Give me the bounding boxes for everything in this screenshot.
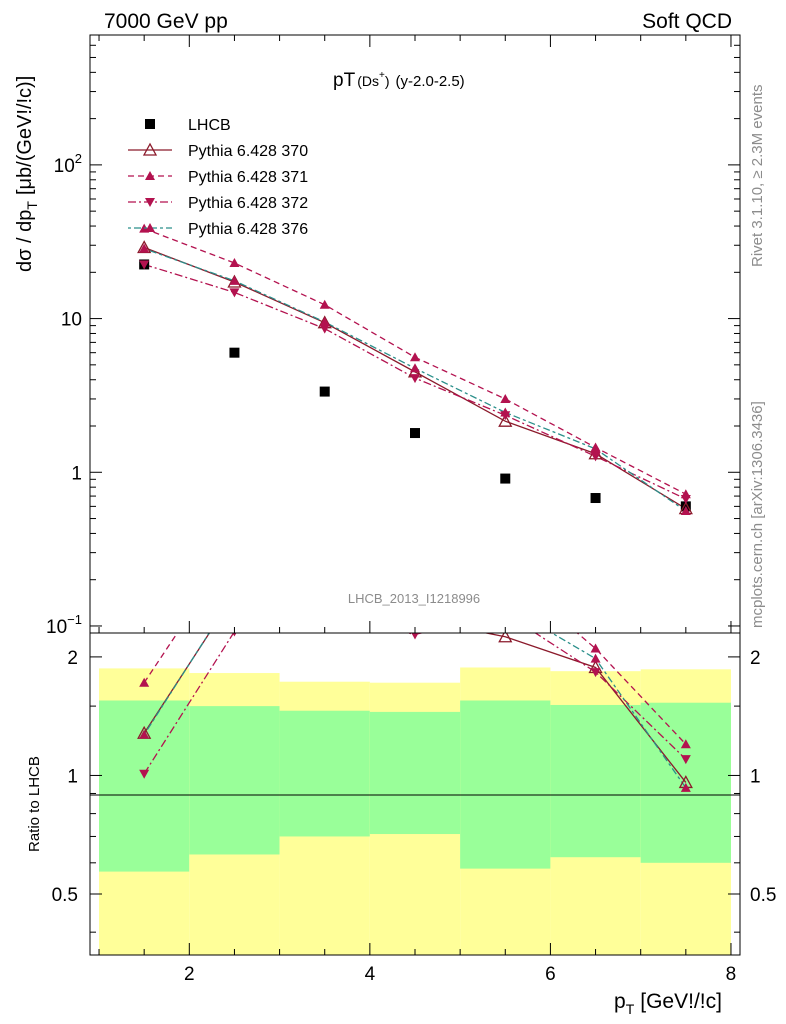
legend-label: Pythia 6.428 376	[188, 221, 308, 238]
legend-marker	[145, 119, 155, 129]
legend-item: Pythia 6.428 372	[128, 195, 308, 212]
ratio-y-tick-label: 0.5	[52, 885, 78, 906]
ratio-point-3-0	[139, 729, 150, 739]
legend-item: Pythia 6.428 371	[128, 169, 308, 186]
uncertainty-band-inner	[279, 710, 370, 837]
data-point-3-1	[229, 288, 240, 298]
ratio-point-1-5	[590, 643, 601, 653]
data-point-2-4	[500, 393, 511, 403]
ratio-point-1-3	[410, 577, 420, 586]
ratio-y-tick-label-right: 0.5	[750, 885, 776, 906]
data-point-1-4	[498, 413, 513, 427]
ratio-plot: 2 4 6 8 0.5 0.5 1 1 2 2 Ratio to LHCB pT [GeV!/!c]	[26, 542, 776, 1017]
x-axis-label: pT [GeV!/!c]	[614, 990, 722, 1017]
legend-item: Pythia 6.428 370	[128, 142, 308, 160]
legend-label: Pythia 6.428 370	[188, 143, 308, 160]
ratio-line-0	[143, 633, 687, 783]
legend-item: LHCB	[145, 117, 231, 134]
data-point-0-1	[229, 347, 240, 358]
data-point-4-0	[139, 243, 150, 253]
ratio-point-2-0	[139, 769, 150, 779]
legend-label: Pythia 6.428 371	[188, 169, 308, 186]
ratio-y-tick-label-right: 2	[750, 648, 761, 669]
ratio-point-2-3	[411, 633, 419, 640]
ratio-y-axis-label: Ratio to LHCB	[26, 756, 43, 852]
legend-marker	[145, 171, 155, 180]
data-point-4-1	[229, 275, 240, 285]
ratio-y-tick-label-right: 1	[750, 766, 761, 787]
ratio-point-0-2	[319, 593, 331, 604]
ratio-point-1-0	[139, 677, 150, 687]
uncertainty-band-inner	[189, 706, 280, 855]
legend-marker	[145, 223, 155, 232]
data-point-3-3	[410, 374, 420, 384]
ratio-point-3-6	[680, 782, 691, 792]
ratio-point-3-5	[590, 653, 601, 663]
data-point-4-6	[680, 505, 691, 515]
legend-marker	[142, 142, 158, 156]
ratio-point-1-4	[500, 566, 510, 575]
header-left: 7000 GeV pp	[104, 10, 228, 33]
rivet-label: Rivet 3.1.10, ≥ 2.3M events	[749, 85, 766, 268]
ratio-point-1-6	[680, 739, 691, 749]
data-point-2-2	[319, 299, 330, 309]
data-point-3-2	[319, 324, 330, 334]
data-point-3-6	[680, 495, 691, 505]
data-point-4-4	[500, 407, 511, 417]
ratio-point-3-4	[500, 601, 510, 610]
x-tick-label: 2	[184, 964, 195, 985]
ratio-point-1-1	[229, 542, 239, 551]
ratio-point-2-1	[232, 633, 237, 637]
main-plot: 10−1 1 10 102 pT (Ds+) (y-2.0-2.5) dσ / dpT[μ…	[14, 34, 741, 638]
uncertainty-band-inner	[460, 700, 551, 869]
legend-label: LHCB	[188, 117, 231, 134]
ratio-point-2-2	[320, 610, 330, 619]
ratio-point-2-4	[500, 609, 510, 618]
y-tick-label: 102	[54, 151, 82, 177]
legend: LHCB Pythia 6.428 370 Pythia 6.428 371 Pyth…	[128, 117, 308, 238]
header-right: Soft QCD	[642, 10, 732, 33]
ratio-point-1-2	[320, 547, 330, 556]
legend-item: Pythia 6.428 376	[128, 221, 308, 238]
data-point-0-3	[410, 428, 420, 439]
legend-marker	[145, 198, 155, 207]
ratio-point-0-1	[228, 589, 240, 600]
y-axis-label: dσ / dpT[μb/(GeV!/!c)]	[14, 76, 40, 272]
legend-label: Pythia 6.428 372	[188, 195, 308, 212]
data-point-2-3	[410, 352, 420, 362]
ratio-point-0-4	[498, 633, 513, 643]
ratio-point-3-1	[229, 588, 239, 597]
data-point-0-5	[590, 493, 601, 504]
x-tick-label: 8	[726, 964, 737, 985]
ratio-point-0-3	[409, 613, 421, 624]
data-point-3-5	[590, 452, 601, 462]
uncertainty-band-inner	[99, 700, 190, 872]
data-point-4-2	[319, 317, 330, 327]
y-tick-label: 10	[61, 310, 82, 331]
ratio-point-3-2	[320, 593, 330, 602]
data-point-0-2	[319, 386, 330, 397]
y-tick-label: 10−1	[46, 612, 82, 638]
x-tick-label: 6	[545, 964, 556, 985]
uncertainty-band-inner	[640, 702, 731, 863]
x-tick-label: 4	[365, 964, 376, 985]
data-point-4-5	[590, 443, 601, 453]
uncertainty-band-inner	[550, 704, 641, 858]
ratio-point-2-5	[590, 668, 601, 678]
mcplots-label: mcplots.cern.ch [arXiv:1306.3436]	[749, 401, 766, 628]
ratio-y-tick-label: 1	[67, 766, 78, 787]
uncertainty-band-inner	[369, 711, 461, 835]
y-tick-label: 1	[71, 463, 82, 484]
ratio-point-2-6	[680, 755, 691, 765]
analysis-watermark: LHCB_2013_I1218996	[348, 591, 480, 606]
ratio-y-tick-label: 2	[67, 648, 78, 669]
data-point-4-3	[410, 363, 420, 373]
data-point-2-1	[229, 257, 240, 267]
plot-title: pT (Ds+) (y-2.0-2.5)	[333, 70, 465, 91]
data-point-0-4	[500, 473, 511, 484]
data-point-3-0	[139, 260, 150, 270]
